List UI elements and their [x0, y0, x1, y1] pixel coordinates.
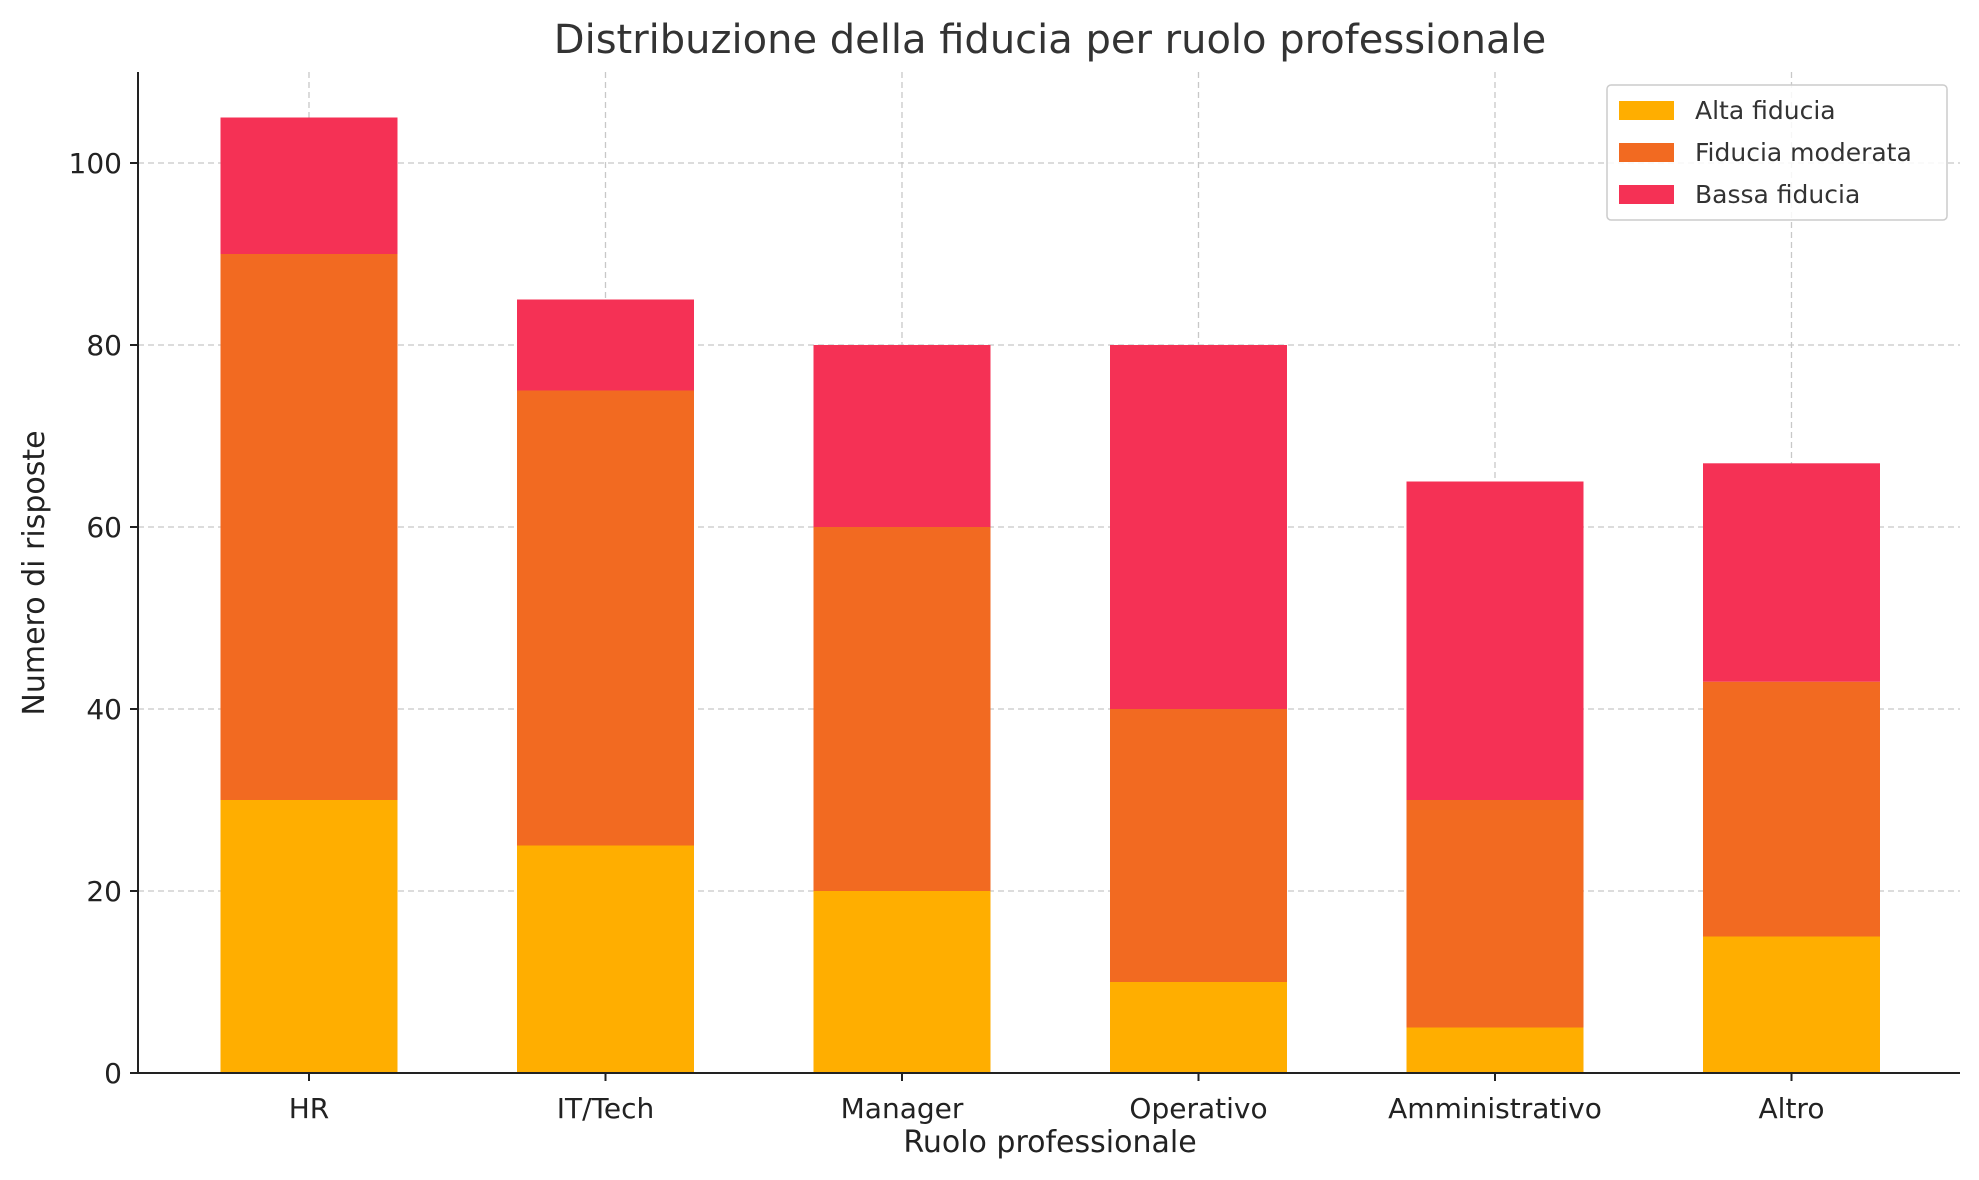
x-tick-label: HR — [289, 1092, 330, 1125]
y-tick-label: 20 — [86, 875, 122, 908]
y-tick-label: 40 — [86, 693, 122, 726]
y-axis-label: Numero di risposte — [17, 430, 52, 715]
x-tick-labels: HR IT/Tech Manager Operativo Amministrativo A… — [289, 1073, 1825, 1125]
x-tick-label: Amministrativo — [1388, 1092, 1602, 1125]
y-tick-labels: 0 20 40 60 80 100 — [69, 147, 138, 1090]
legend: Alta fiducia Fiducia moderata Bassa fiduci… — [1606, 84, 1948, 221]
legend-swatch — [1619, 185, 1674, 204]
bar-segment — [813, 891, 991, 1073]
bar-segment — [220, 254, 398, 800]
bar-segment — [517, 845, 694, 1073]
bar-segment — [1406, 481, 1584, 800]
legend-swatch — [1619, 101, 1674, 120]
bar-segment — [1703, 463, 1880, 682]
bar-segment — [1110, 709, 1287, 982]
bar-segment — [517, 390, 694, 846]
bar-segment — [1703, 681, 1880, 937]
bar-segment — [1406, 800, 1584, 1028]
legend-box — [1606, 84, 1948, 221]
y-tick-label: 60 — [86, 511, 122, 544]
bar-segment — [220, 800, 398, 1073]
legend-swatch — [1619, 143, 1674, 162]
chart-title: Distribuzione della fiducia per ruolo pr… — [554, 17, 1546, 63]
legend-entry: Fiducia moderata — [1695, 138, 1912, 167]
bar-segment — [813, 345, 991, 527]
y-tick-label: 100 — [69, 147, 122, 180]
bar-segment — [1703, 936, 1880, 1073]
bar-segment — [220, 117, 398, 254]
x-tick-label: IT/Tech — [557, 1092, 655, 1125]
bar-segment — [1406, 1027, 1584, 1073]
bars — [220, 117, 1880, 1073]
grid-lines — [138, 72, 1960, 1073]
y-tick-label: 0 — [104, 1057, 122, 1090]
x-tick-label: Operativo — [1129, 1092, 1267, 1125]
y-tick-label: 80 — [86, 329, 122, 362]
bar-segment — [813, 527, 991, 891]
axes — [137, 72, 1960, 1074]
bar-segment — [1110, 982, 1287, 1073]
legend-entry: Bassa fiducia — [1695, 180, 1860, 209]
bar-segment — [1110, 345, 1287, 709]
bar-segment — [517, 299, 694, 391]
legend-entry: Alta fiducia — [1695, 96, 1836, 125]
x-axis-label: Ruolo professionale — [903, 1125, 1196, 1160]
x-tick-label: Altro — [1759, 1092, 1825, 1125]
x-tick-label: Manager — [841, 1092, 964, 1125]
